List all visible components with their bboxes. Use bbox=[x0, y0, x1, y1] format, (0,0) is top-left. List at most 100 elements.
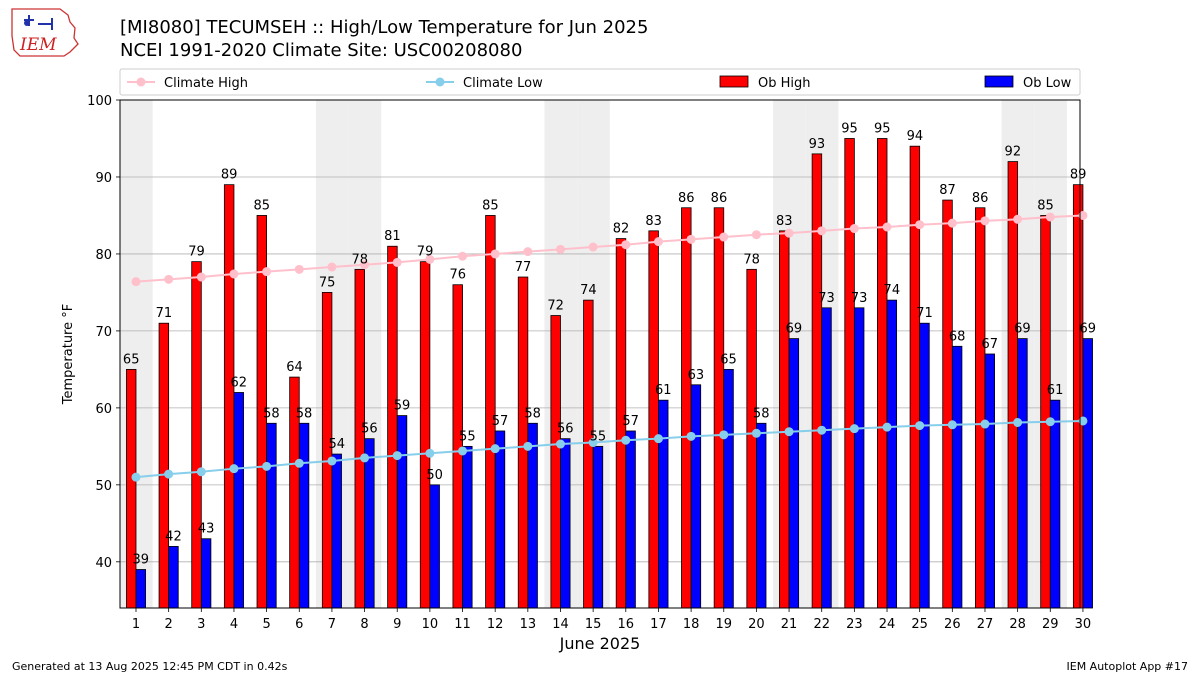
x-tick-label: 19 bbox=[715, 617, 732, 632]
ob-high-label: 82 bbox=[613, 222, 630, 237]
iem-logo: IEM bbox=[11, 8, 79, 57]
ob-low-label: 58 bbox=[524, 406, 541, 421]
ob-low-label: 57 bbox=[492, 414, 509, 429]
ob-low-bar bbox=[919, 322, 930, 609]
ob-high-bar bbox=[158, 322, 170, 609]
climate-low-point bbox=[294, 458, 304, 468]
ob-high-label: 92 bbox=[1005, 145, 1022, 160]
ob-high-label: 85 bbox=[1037, 198, 1054, 213]
ob-low-bar bbox=[200, 538, 212, 609]
ob-high-label: 81 bbox=[384, 229, 401, 244]
ob-low-label: 39 bbox=[133, 553, 150, 568]
ob-low-label: 65 bbox=[720, 352, 737, 367]
climate-high-point bbox=[686, 234, 696, 244]
ob-low-bar bbox=[853, 307, 865, 609]
ob-high-bar bbox=[877, 138, 888, 609]
ob-high-bar bbox=[387, 245, 398, 609]
ob-low-label: 58 bbox=[263, 406, 280, 421]
ob-high-label: 95 bbox=[841, 121, 858, 136]
climate-high-point bbox=[262, 267, 272, 277]
ob-high-label: 65 bbox=[123, 352, 140, 367]
ob-low-label: 69 bbox=[1079, 322, 1096, 337]
ob-high-label: 75 bbox=[319, 275, 336, 290]
ob-high-label: 85 bbox=[482, 198, 499, 213]
ob-high-bar bbox=[1007, 161, 1019, 609]
ob-high-bar bbox=[354, 268, 365, 609]
climate-high-point bbox=[425, 254, 435, 264]
climate-low-point bbox=[360, 453, 370, 463]
ob-high-label: 86 bbox=[711, 191, 728, 206]
x-tick-label: 29 bbox=[1042, 617, 1059, 632]
ob-high-label: 79 bbox=[188, 245, 205, 260]
ob-high-bar bbox=[1072, 184, 1084, 609]
ob-high-bar bbox=[942, 199, 953, 609]
y-tick-label: 40 bbox=[95, 556, 112, 571]
climate-low-point bbox=[947, 420, 957, 430]
climate-high-point bbox=[915, 220, 925, 230]
climate-high-point bbox=[719, 232, 729, 242]
ob-high-bar bbox=[550, 315, 561, 609]
climate-high-point bbox=[294, 264, 304, 274]
ob-high-bar bbox=[485, 215, 496, 609]
ob-low-label: 55 bbox=[459, 429, 476, 444]
chart-title: [MI8080] TECUMSEH :: High/Low Temperatur… bbox=[120, 17, 649, 38]
ob-low-bar bbox=[788, 338, 800, 609]
climate-high-point bbox=[523, 247, 533, 257]
ob-high-label: 89 bbox=[221, 168, 238, 183]
ob-high-bar bbox=[452, 284, 463, 609]
climate-high-point bbox=[1013, 214, 1023, 224]
ob-high-label: 79 bbox=[417, 245, 434, 260]
climate-low-point bbox=[392, 451, 402, 461]
climate-low-point bbox=[1013, 418, 1023, 428]
climate-high-point bbox=[653, 237, 663, 247]
climate-high-point bbox=[784, 228, 794, 238]
app-credit: IEM Autoplot App #17 bbox=[1066, 660, 1189, 673]
x-tick-label: 15 bbox=[585, 617, 602, 632]
ob-high-bar bbox=[1040, 215, 1051, 609]
ob-high-label: 94 bbox=[907, 129, 924, 144]
climate-low-point bbox=[262, 461, 272, 471]
climate-low-point bbox=[1078, 416, 1088, 426]
x-tick-label: 5 bbox=[262, 617, 270, 632]
legend-box bbox=[119, 68, 1081, 96]
x-tick-label: 6 bbox=[295, 617, 303, 632]
climate-low-point bbox=[849, 424, 859, 434]
legend-climate-low-marker bbox=[435, 77, 445, 87]
ob-low-bar bbox=[298, 422, 310, 609]
ob-high-bar bbox=[126, 368, 137, 609]
climate-low-point bbox=[523, 441, 533, 451]
ob-high-label: 83 bbox=[645, 214, 662, 229]
ob-low-label: 62 bbox=[230, 375, 247, 390]
climate-high-point bbox=[131, 277, 141, 287]
ob-low-label: 67 bbox=[982, 337, 999, 352]
ob-low-label: 61 bbox=[1047, 383, 1064, 398]
ob-low-label: 56 bbox=[557, 422, 574, 437]
legend-ob-high-swatch bbox=[719, 75, 749, 88]
climate-high-point bbox=[1045, 212, 1055, 222]
x-tick-label: 1 bbox=[132, 617, 140, 632]
ob-low-bar bbox=[690, 384, 702, 609]
y-axis-label: Temperature °F bbox=[61, 304, 76, 405]
ob-high-label: 93 bbox=[809, 137, 826, 152]
climate-high-point bbox=[621, 240, 631, 250]
ob-high-label: 64 bbox=[286, 360, 303, 375]
ob-low-bar bbox=[1049, 399, 1061, 609]
ob-low-bar bbox=[984, 353, 995, 609]
y-tick-label: 50 bbox=[95, 479, 112, 494]
x-tick-label: 30 bbox=[1075, 617, 1092, 632]
legend-climate-high-label: Climate High bbox=[164, 76, 248, 91]
ob-low-label: 73 bbox=[818, 291, 835, 306]
ob-high-label: 74 bbox=[580, 283, 597, 298]
y-tick-label: 90 bbox=[95, 171, 112, 186]
ob-low-label: 57 bbox=[622, 414, 639, 429]
x-tick-label: 25 bbox=[911, 617, 928, 632]
climate-high-point bbox=[817, 226, 827, 236]
ob-low-bar bbox=[1082, 338, 1093, 609]
ob-low-bar bbox=[331, 453, 342, 609]
x-tick-label: 4 bbox=[230, 617, 238, 632]
ob-low-bar bbox=[527, 422, 538, 609]
ob-low-label: 61 bbox=[655, 383, 672, 398]
ob-high-bar bbox=[648, 230, 659, 609]
ob-low-label: 69 bbox=[786, 322, 803, 337]
